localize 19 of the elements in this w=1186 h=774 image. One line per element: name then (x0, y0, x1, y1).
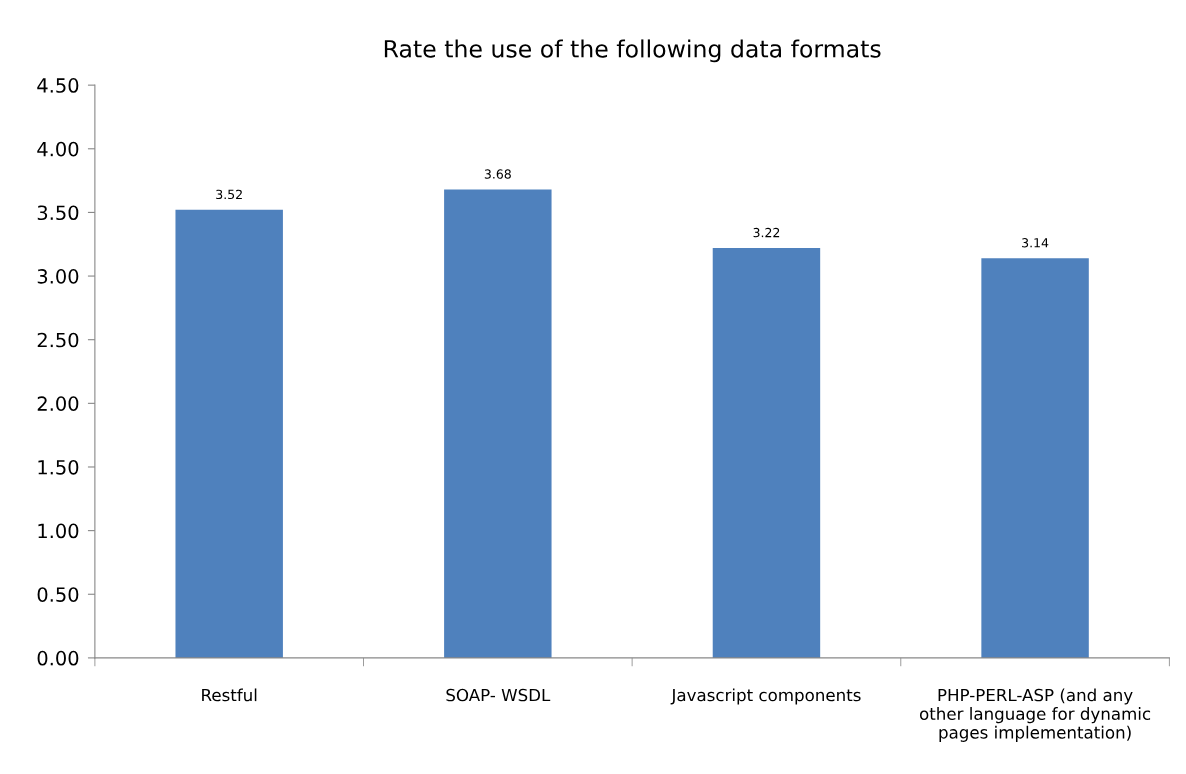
y-tick-label: 0.50 (37, 587, 79, 602)
y-tick-label: 2.50 (37, 332, 79, 348)
y-tick-label: 1.00 (38, 523, 79, 539)
y-tick-label: 3.00 (37, 269, 79, 284)
y-tick-label: 0.00 (37, 650, 79, 666)
y-tick-label: 4.50 (37, 78, 79, 93)
x-tick-label: Restful (202, 688, 257, 702)
x-tick-label: SOAP- WSDL (446, 688, 551, 702)
x-tick-label: PHP-PERL-ASP (and any other language for dynamic pages implementation) (919, 688, 1151, 742)
x-tick-label: Javascript components (670, 688, 861, 705)
data-label: 3.22 (753, 227, 780, 238)
y-tick-label: 1.50 (38, 459, 79, 475)
data-label: 3.14 (1022, 238, 1049, 248)
y-tick-label: 2.00 (37, 396, 79, 411)
chart-title: Rate the use of the following data formats (384, 39, 881, 63)
data-label: 3.52 (216, 189, 242, 200)
y-tick-label: 3.50 (37, 205, 79, 221)
data-label: 3.68 (484, 169, 511, 179)
y-tick-label: 4.00 (37, 141, 79, 157)
